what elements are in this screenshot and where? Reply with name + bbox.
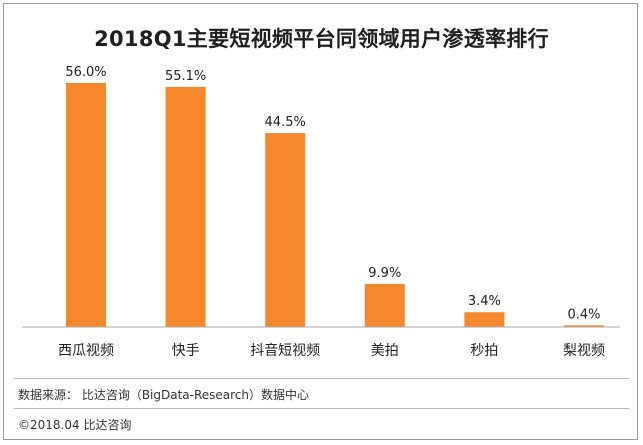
- bar-3: [364, 283, 405, 327]
- category-label-4: 秒拍: [470, 343, 498, 359]
- category-label-2: 抖音短视频: [250, 342, 320, 359]
- category-label-3: 美拍: [371, 343, 399, 359]
- chart-title: 2018Q1主要短视频平台同领域用户渗透率排行: [94, 27, 549, 51]
- data-source-note: 数据来源： 比达咨询（BigData-Research）数据中心: [18, 388, 310, 402]
- bar-5: [564, 325, 604, 327]
- value-label-3: 9.9%: [368, 266, 401, 281]
- value-label-4: 3.4%: [468, 294, 501, 309]
- bar-1: [165, 86, 206, 328]
- category-labels-layer: 西瓜视频 快手 抖音短视频 美拍 秒拍 梨视频: [58, 342, 605, 359]
- footer-divider: [14, 378, 629, 379]
- category-label-0: 西瓜视频: [58, 343, 114, 359]
- value-label-5: 0.4%: [567, 307, 600, 322]
- copyright-note: ©2018.04 比达咨询: [18, 418, 132, 432]
- value-label-2: 44.5%: [265, 115, 306, 130]
- bar-2: [265, 133, 306, 327]
- value-label-0: 56.0%: [65, 65, 106, 80]
- category-label-1: 快手: [172, 343, 200, 359]
- value-labels-layer: 56.0% 55.1% 44.5% 9.9% 3.4% 0.4%: [65, 65, 600, 322]
- footer-divider-bottom: [14, 408, 629, 409]
- bar-0: [66, 83, 106, 327]
- bars-layer: [66, 83, 604, 328]
- category-label-5: 梨视频: [563, 343, 605, 359]
- chart-frame: [3, 3, 638, 440]
- bar-4: [464, 312, 505, 327]
- value-label-1: 55.1%: [165, 69, 206, 84]
